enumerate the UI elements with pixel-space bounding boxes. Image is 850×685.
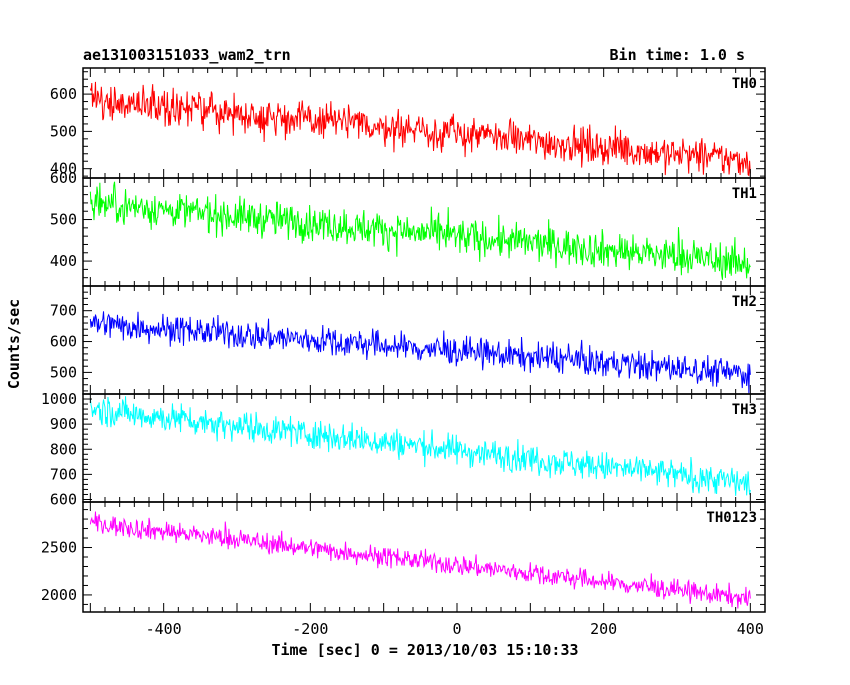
panel-frame [82,67,766,179]
series-line-th3 [89,396,751,496]
y-tick-label: 1000 [41,390,77,408]
chart-title: ae131003151033_wam2_trn [83,46,291,64]
x-tick-label: 400 [737,620,764,638]
x-tick-label: -200 [292,620,328,638]
panel-frame [82,285,766,395]
y-tick-label: 600 [50,333,77,351]
y-tick-label: 2500 [41,539,77,557]
panel-th0: 400 500 600 TH0 [50,67,766,179]
x-axis-title: Time [sec] 0 = 2013/10/03 15:10:33 [271,641,578,659]
y-tick-label: 400 [50,160,77,178]
y-tick-label: 800 [50,440,77,458]
y-tick-label: 600 [50,85,77,103]
y-tick-label: 700 [50,465,77,483]
panel-stack: 400 500 600 TH0 400 500 600 TH1 500 600 700 TH2 600 7… [41,67,766,638]
x-tick-label: -400 [146,620,182,638]
panel-th1: 400 500 600 TH1 [50,169,766,287]
panel-label-th0123: TH0123 [706,510,757,526]
y-tick-label: 500 [50,122,77,140]
series-line-th2 [89,311,751,394]
x-tick-label: 0 [452,620,461,638]
y-tick-label: 500 [50,211,77,229]
y-tick-label: 600 [50,169,77,187]
y-tick-label: 900 [50,415,77,433]
x-tick-label: 200 [590,620,617,638]
panel-label-th3: TH3 [732,402,757,418]
y-tick-label: 600 [50,490,77,508]
panel-th3: 600 700 800 900 1000 TH3 [41,390,766,508]
panel-frame [82,501,766,613]
panel-label-th1: TH1 [732,186,757,202]
series-line-th0123 [89,511,751,609]
panel-th0123: 2000 2500 TH0123 [41,501,766,613]
series-line-th0 [89,81,751,177]
panel-label-th0: TH0 [732,76,757,92]
panel-th2: 500 600 700 TH2 [50,285,766,395]
panel-label-th2: TH2 [732,294,757,310]
y-tick-label: 700 [50,302,77,320]
y-tick-label: 400 [50,252,77,270]
y-tick-label: 500 [50,363,77,381]
bin-time-label: Bin time: 1.0 s [610,46,745,64]
y-tick-label: 2000 [41,586,77,604]
y-axis-title: Counts/sec [5,299,23,389]
series-line-th1 [89,181,751,280]
